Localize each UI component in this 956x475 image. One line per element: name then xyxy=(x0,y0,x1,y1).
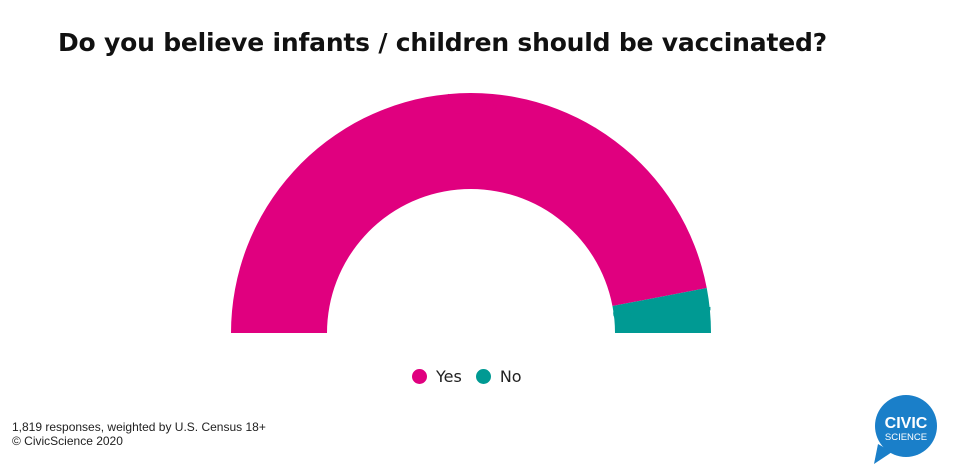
footnote-responses: 1,819 responses, weighted by U.S. Census… xyxy=(12,420,266,434)
legend-label-no: No xyxy=(499,367,522,386)
data-label-yes: 94% xyxy=(464,96,497,114)
logo-text-civic: CIVIC xyxy=(885,415,928,432)
legend-swatch-yes xyxy=(412,369,427,384)
slice-no[interactable] xyxy=(612,288,711,333)
leader-line-no xyxy=(633,306,711,321)
legend-swatch-no xyxy=(475,369,491,384)
data-label-no: 6% xyxy=(612,304,636,322)
logo-text-science: SCIENCE xyxy=(885,432,927,443)
civicscience-logo: CIVIC SCIENCE xyxy=(874,395,937,464)
chart-title: Do you believe infants / children should… xyxy=(58,28,827,57)
slices-group xyxy=(231,92,711,333)
slice-yes[interactable] xyxy=(231,92,707,333)
data-labels-group: 94% 6% xyxy=(447,93,711,322)
legend-label-yes: Yes xyxy=(436,367,462,386)
legend-item-yes[interactable]: Yes xyxy=(412,367,462,386)
chart-legend: Yes No xyxy=(412,367,536,386)
leader-line-yes xyxy=(447,93,463,115)
footnote-copyright: © CivicScience 2020 xyxy=(12,434,123,448)
legend-item-no[interactable]: No xyxy=(475,367,522,386)
footnote: 1,819 responses, weighted by U.S. Census… xyxy=(12,420,266,448)
